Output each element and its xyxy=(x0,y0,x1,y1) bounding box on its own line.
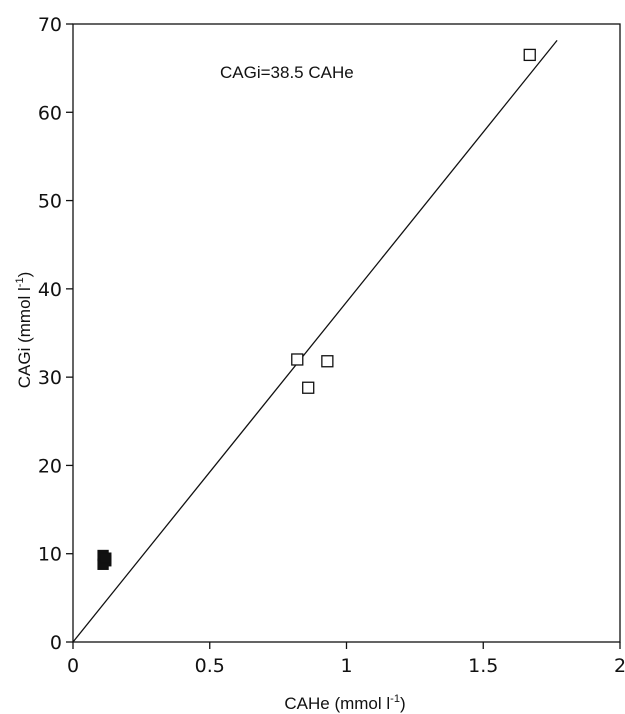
x-axis-label: CAHe (mmol l-1) xyxy=(284,693,405,713)
x-tick-label: 2 xyxy=(614,655,625,677)
y-tick-label: 0 xyxy=(50,632,62,654)
data-points xyxy=(97,48,536,570)
regression-equation: CAGi=38.5 CAHe xyxy=(220,63,354,82)
regression-line-group xyxy=(72,39,558,643)
open-square-point xyxy=(302,381,315,394)
x-tick-label: 1 xyxy=(340,655,352,677)
regression-line xyxy=(72,39,558,643)
open-square-point xyxy=(523,48,536,62)
y-tick-label: 40 xyxy=(38,279,62,301)
y-tick-label: 70 xyxy=(38,14,62,36)
y-axis-label: CAGi (mmol l-1) xyxy=(14,272,34,389)
y-tick-label: 30 xyxy=(38,367,62,389)
x-tick-label: 1.5 xyxy=(468,655,498,677)
open-square-point xyxy=(291,353,304,366)
x-axis-ticks: 0 0.5 1 1.5 2 xyxy=(67,642,625,677)
plot-border xyxy=(72,23,621,643)
y-axis-ticks: 0 10 20 30 40 50 60 70 xyxy=(38,14,73,654)
open-square-point xyxy=(321,355,334,368)
plot-frame xyxy=(72,23,621,643)
y-tick-label: 20 xyxy=(38,455,62,477)
y-tick-label: 10 xyxy=(38,544,62,566)
x-tick-label: 0 xyxy=(67,655,79,677)
x-tick-label: 0.5 xyxy=(195,655,225,677)
y-tick-label: 50 xyxy=(38,191,62,213)
y-tick-label: 60 xyxy=(38,102,62,124)
filled-square-point xyxy=(100,552,112,564)
